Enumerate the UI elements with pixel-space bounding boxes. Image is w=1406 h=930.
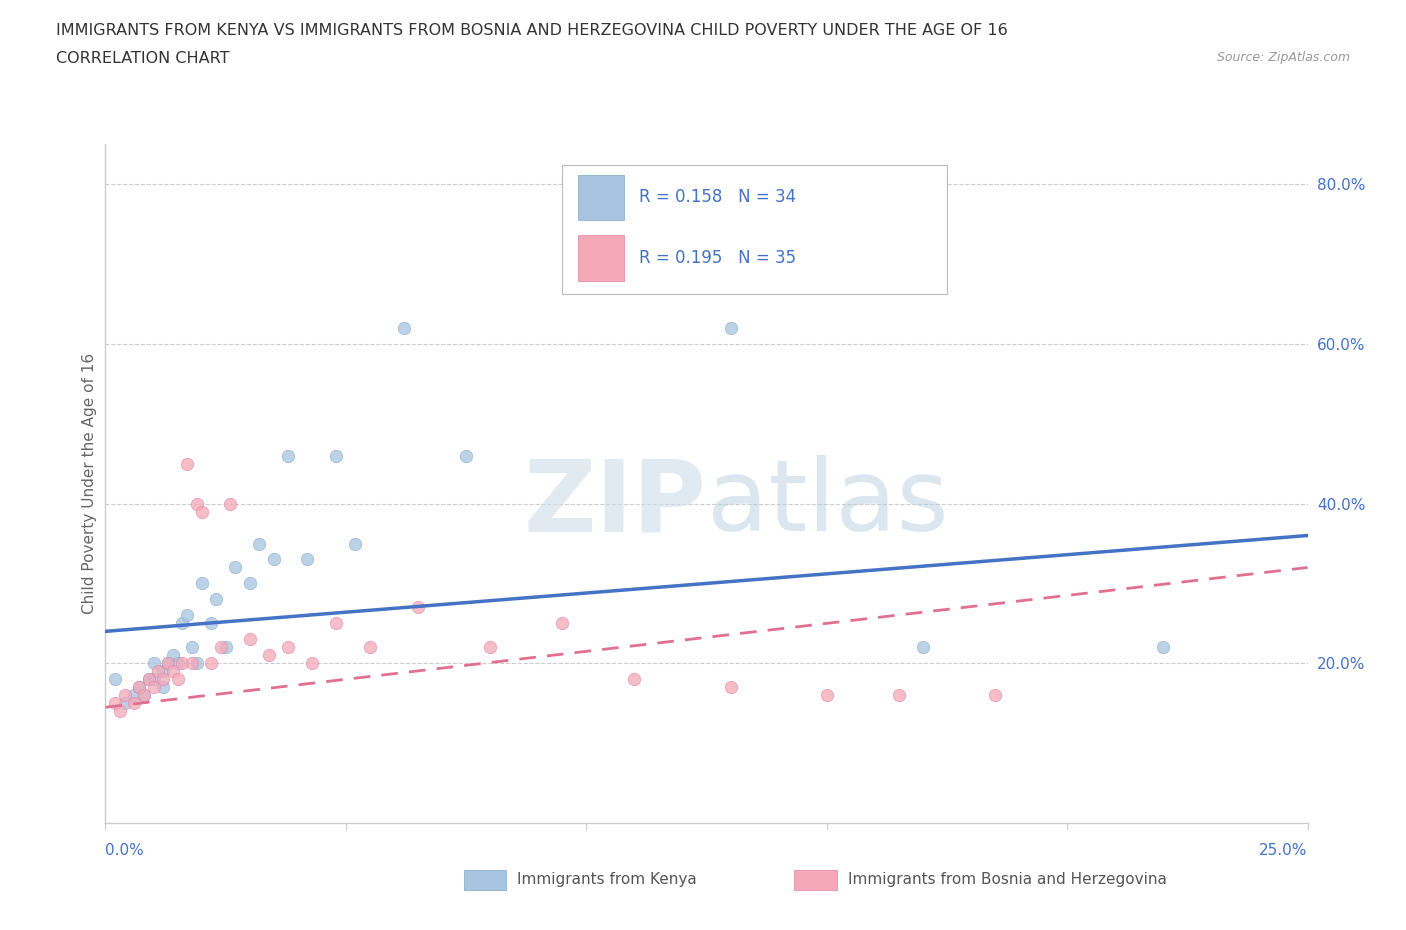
Point [277,640,299,655]
Point [104,696,127,711]
Text: Source: ZipAtlas.com: Source: ZipAtlas.com [1216,51,1350,64]
Point [138,671,160,686]
Point [209,640,232,655]
Point [152,664,174,679]
Point [138,671,160,686]
Point [623,671,645,686]
Point [344,536,367,551]
Point [142,671,165,686]
Text: Immigrants from Kenya: Immigrants from Kenya [517,872,697,887]
Point [247,536,270,551]
Point [166,656,188,671]
Point [162,664,184,679]
Point [156,656,179,671]
Point [152,671,174,686]
Point [124,688,146,703]
Point [257,648,280,663]
Point [156,656,179,671]
Point [984,688,1007,703]
Point [176,457,198,472]
Point [128,680,150,695]
Point [205,592,228,607]
Point [190,576,212,591]
Point [301,656,323,671]
Point [219,496,242,511]
Point [325,448,347,463]
Text: IMMIGRANTS FROM KENYA VS IMMIGRANTS FROM BOSNIA AND HERZEGOVINA CHILD POVERTY UN: IMMIGRANTS FROM KENYA VS IMMIGRANTS FROM… [56,23,1008,38]
Text: Immigrants from Bosnia and Herzegovina: Immigrants from Bosnia and Herzegovina [848,872,1167,887]
Point [142,656,165,671]
Point [239,631,262,646]
Point [172,616,194,631]
Point [132,688,155,703]
Point [148,664,170,679]
Point [1152,640,1174,655]
Point [142,680,165,695]
Point [887,688,910,703]
Point [406,600,429,615]
Point [190,504,212,519]
Point [720,680,742,695]
Point [224,560,246,575]
Point [181,640,204,655]
Point [166,671,188,686]
Text: CORRELATION CHART: CORRELATION CHART [56,51,229,66]
Point [214,640,236,655]
Point [479,640,502,655]
Point [162,648,184,663]
Point [454,448,477,463]
Point [297,552,319,567]
Point [114,688,136,703]
Point [132,688,155,703]
Point [176,608,198,623]
Point [263,552,285,567]
Point [277,448,299,463]
Y-axis label: Child Poverty Under the Age of 16: Child Poverty Under the Age of 16 [82,353,97,614]
Point [200,656,222,671]
Point [911,640,934,655]
Point [325,616,347,631]
Point [104,671,127,686]
Point [720,321,742,336]
Point [152,680,174,695]
Point [186,656,208,671]
Point [114,696,136,711]
Text: 25.0%: 25.0% [1260,844,1308,858]
Point [181,656,204,671]
Point [172,656,194,671]
Point [124,696,146,711]
Text: atlas: atlas [707,456,948,552]
Point [128,680,150,695]
Point [200,616,222,631]
Point [186,496,208,511]
Point [108,704,131,719]
Point [815,688,838,703]
Text: ZIP: ZIP [523,456,707,552]
Point [239,576,262,591]
Text: 0.0%: 0.0% [105,844,145,858]
Point [359,640,381,655]
Point [551,616,574,631]
Point [392,321,415,336]
